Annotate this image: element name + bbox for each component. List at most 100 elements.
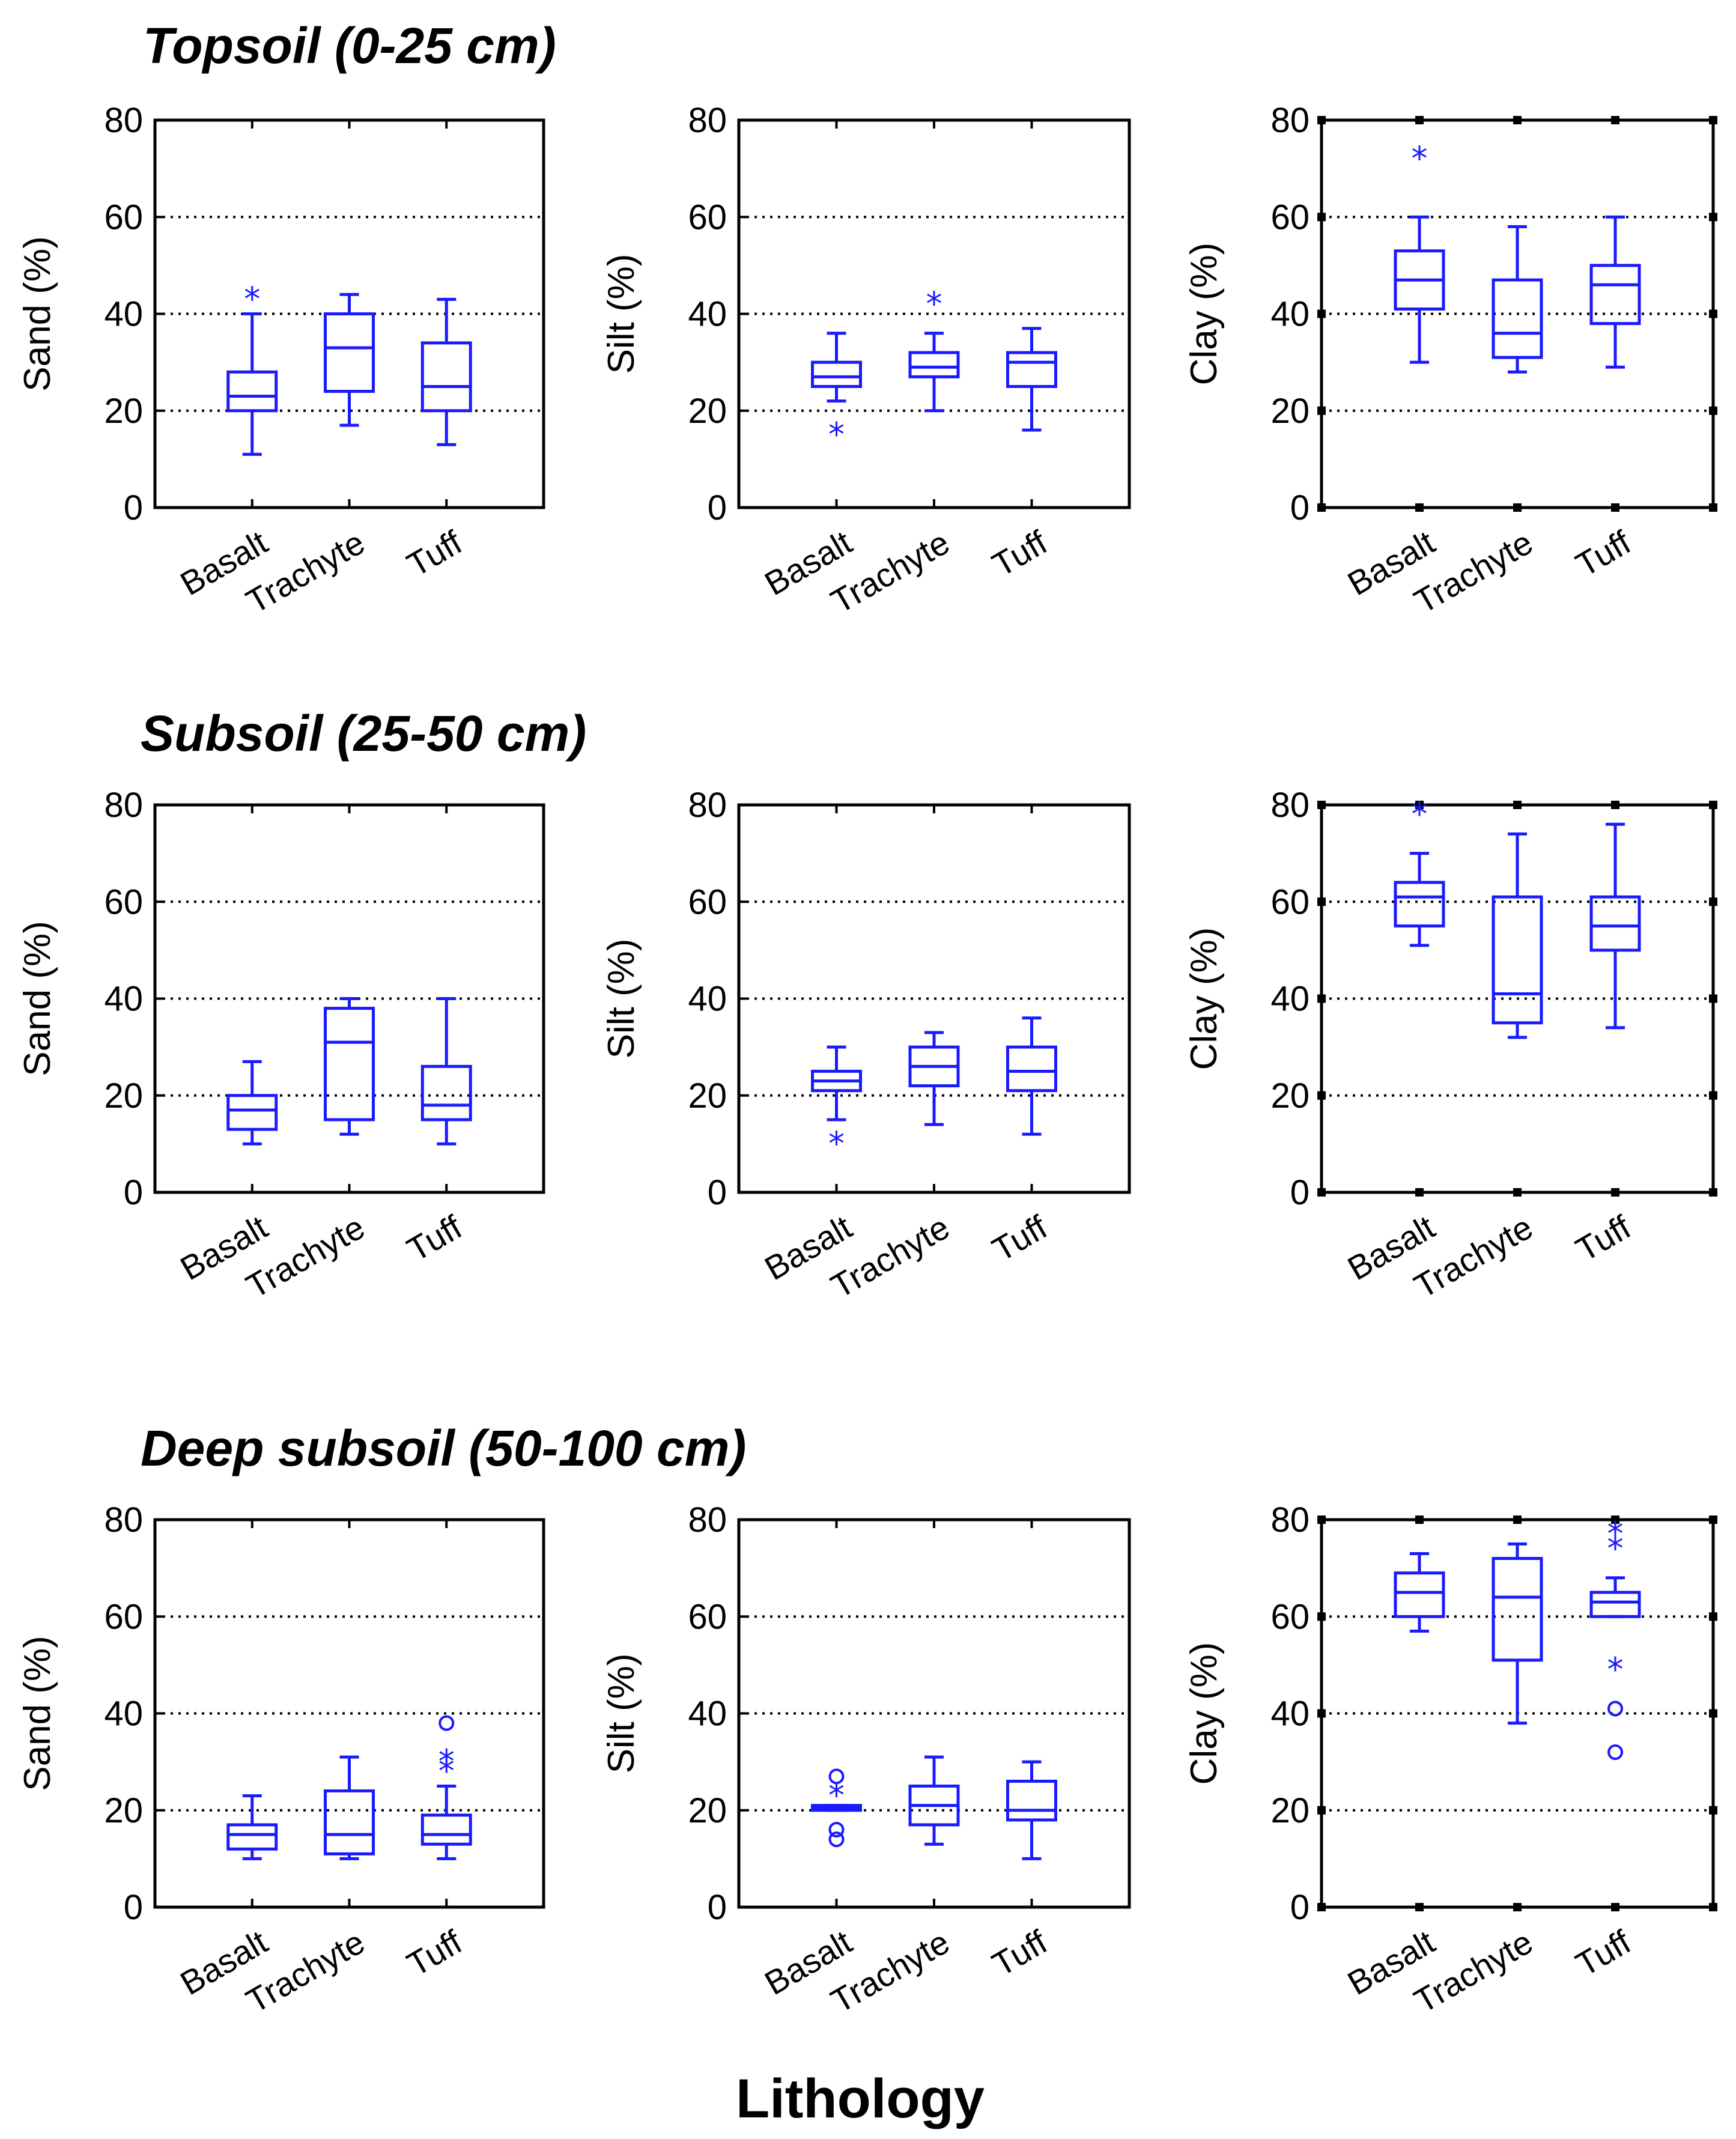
y-tick-label: 40: [104, 295, 143, 334]
y-tick-label: 20: [1270, 1791, 1310, 1830]
box-trachyte: [1492, 832, 1543, 1039]
tick-marker: [1709, 897, 1717, 906]
y-tick-label: 60: [1270, 882, 1310, 921]
iqr-box: [1006, 351, 1057, 388]
tick-marker: [1415, 1188, 1424, 1197]
box-trachyte: [908, 1755, 960, 1846]
y-axis-label: Sand (%): [17, 921, 58, 1076]
box-tuff: [1589, 822, 1641, 1030]
y-axis-label: Clay (%): [1183, 927, 1225, 1070]
y-tick-label: 40: [688, 980, 727, 1019]
box-basalt: [1394, 1552, 1445, 1633]
y-tick-label: 0: [708, 1888, 727, 1927]
category-label-tuff: Tuff: [401, 1923, 469, 1983]
iqr-box: [420, 1064, 472, 1121]
tick-marker: [1709, 1188, 1717, 1197]
tick-marker: [1317, 116, 1326, 124]
y-tick-label: 0: [1290, 488, 1310, 527]
y-tick-label: 0: [124, 1173, 143, 1212]
y-axis-label: Sand (%): [17, 1636, 58, 1791]
tick-marker: [1709, 309, 1717, 318]
y-tick-label: 20: [104, 1791, 143, 1830]
iqr-box: [324, 312, 375, 393]
y-tick-label: 80: [1270, 786, 1310, 825]
tick-marker: [1317, 1709, 1326, 1718]
box-trachyte: [324, 997, 375, 1136]
outlier-star: *: [828, 416, 845, 454]
category-label-tuff: Tuff: [1570, 1923, 1637, 1983]
y-tick-label: 80: [104, 101, 143, 140]
box-trachyte: [324, 293, 375, 427]
outlier-star: *: [828, 1124, 845, 1162]
category-label-tuff: Tuff: [401, 1208, 469, 1269]
tick-marker: [1709, 1903, 1717, 1911]
tick-marker: [1513, 1188, 1522, 1197]
box-trachyte: [908, 1031, 960, 1126]
tick-marker: [1317, 309, 1326, 318]
tick-marker: [1709, 406, 1717, 415]
box-trachyte: [1492, 1542, 1543, 1725]
iqr-box: [908, 351, 960, 378]
box-tuff: ***: [1589, 1515, 1641, 1760]
iqr-box: [420, 1813, 472, 1846]
y-tick-label: 80: [104, 1500, 143, 1540]
tick-marker: [1513, 116, 1522, 124]
y-axis-label: Clay (%): [1183, 243, 1225, 386]
iqr-box: [1589, 264, 1641, 326]
tick-marker: [1317, 801, 1326, 809]
iqr-box: [420, 341, 472, 413]
outlier-star: *: [439, 1752, 455, 1790]
tick-marker: [1611, 503, 1619, 512]
y-tick-label: 60: [104, 882, 143, 921]
box-tuff: [1589, 215, 1641, 369]
box-tuff: [1006, 1016, 1057, 1136]
tick-marker: [1513, 1516, 1522, 1524]
tick-marker: [1611, 116, 1619, 124]
box-trachyte: *: [908, 285, 960, 413]
iqr-box: [324, 1007, 375, 1121]
tick-marker: [1415, 503, 1424, 512]
outlier-circle: [828, 1831, 845, 1848]
y-axis-label: Silt (%): [601, 254, 642, 374]
category-label-tuff: Tuff: [1570, 1208, 1637, 1269]
y-tick-label: 40: [104, 1695, 143, 1734]
y-tick-label: 20: [688, 1791, 727, 1830]
y-tick-label: 0: [124, 1888, 143, 1927]
y-tick-label: 60: [104, 1597, 143, 1636]
box-basalt: *: [1394, 795, 1445, 947]
box-tuff: [1006, 327, 1057, 432]
tick-marker: [1709, 1806, 1717, 1815]
tick-marker: [1513, 1903, 1522, 1911]
outlier-star: *: [1607, 1529, 1624, 1567]
box-tuff: [1006, 1760, 1057, 1860]
iqr-box: [1394, 881, 1445, 928]
y-tick-label: 60: [1270, 1597, 1310, 1636]
tick-marker: [1415, 801, 1424, 809]
box-tuff: [420, 997, 472, 1145]
y-tick-label: 0: [1290, 1888, 1310, 1927]
tick-marker: [1415, 116, 1424, 124]
tick-marker: [1317, 1188, 1326, 1197]
tick-marker: [1513, 503, 1522, 512]
tick-marker: [1317, 1903, 1326, 1911]
iqr-box: [1492, 895, 1543, 1025]
tick-marker: [1611, 1516, 1619, 1524]
outlier-star: *: [1412, 139, 1428, 177]
iqr-box: [324, 1789, 375, 1855]
tick-marker: [1317, 994, 1326, 1003]
outlier-circle: [1607, 1701, 1623, 1717]
outlier-circle: [828, 1822, 845, 1837]
box-basalt: *: [811, 1045, 862, 1162]
outlier-star: *: [1412, 795, 1428, 833]
x-axis-title: Lithology: [736, 2068, 985, 2129]
iqr-box: [811, 360, 862, 388]
section-title-deep-subsoil: Deep subsoil (50-100 cm): [141, 1420, 746, 1476]
y-tick-label: 40: [1270, 980, 1310, 1019]
y-tick-label: 40: [1270, 1695, 1310, 1734]
tick-marker: [1415, 1903, 1424, 1911]
